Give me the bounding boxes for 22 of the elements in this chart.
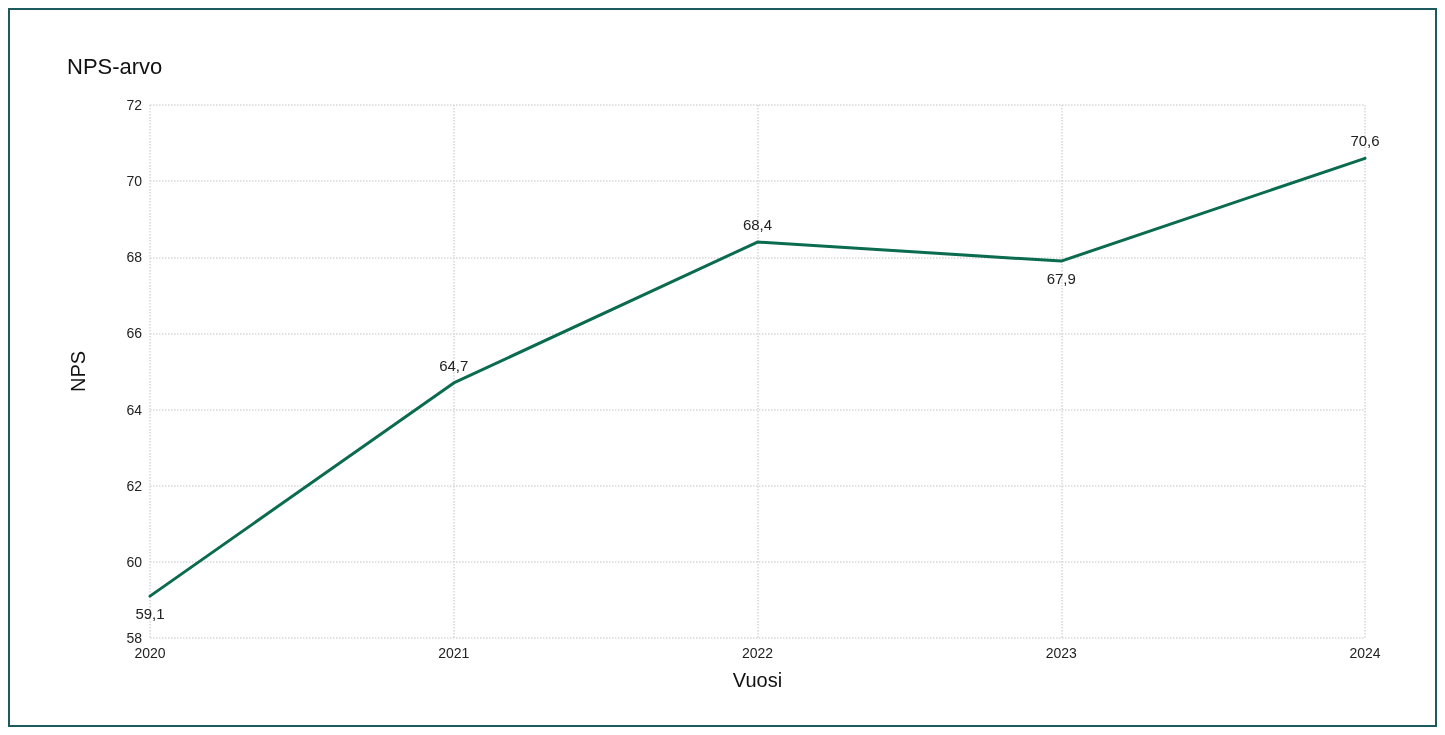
y-tick-label: 58 [126,630,143,646]
y-tick-label: 60 [126,553,143,570]
data-label: 70,6 [1350,132,1380,150]
x-tick-label: 2024 [1349,645,1381,661]
data-label: 67,9 [1046,270,1076,288]
y-axis-title: NPS [67,350,89,393]
x-axis-title: Vuosi [732,669,783,691]
y-tick-label: 72 [126,97,143,113]
x-tick-label: 2022 [741,645,774,661]
y-tick-label: 68 [126,249,143,266]
chart-title: NPS-arvo [67,53,163,79]
x-tick-label: 2020 [134,645,166,661]
data-label: 64,7 [439,356,469,374]
y-tick-label: 66 [126,325,143,342]
y-tick-label: 70 [126,173,143,190]
data-label: 59,1 [135,605,165,623]
x-tick-label: 2023 [1045,645,1078,661]
x-tick-label: 2021 [438,645,470,661]
y-tick-label: 64 [126,401,143,418]
line-series [148,156,1367,598]
y-tick-label: 62 [126,477,143,494]
data-label: 68,4 [742,216,773,234]
